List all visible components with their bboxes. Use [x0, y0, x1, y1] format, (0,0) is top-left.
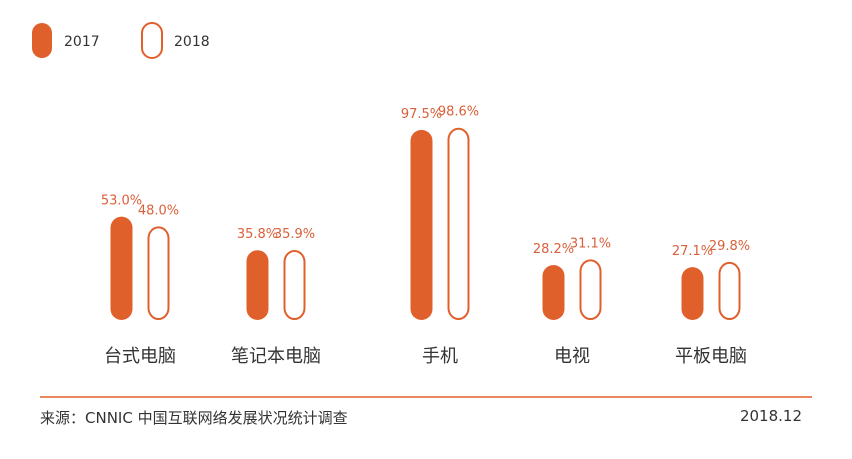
date-text: 2018.12 [739, 407, 802, 425]
bar-2017-3 [542, 265, 565, 320]
data-label-2017-2: 97.5% [401, 107, 442, 122]
bar-2017-0 [110, 216, 133, 320]
category-label-1: 笔记本电脑 [231, 346, 321, 367]
category-label-0: 台式电脑 [104, 346, 176, 367]
bar-2017-4 [681, 267, 704, 320]
category-label-2: 手机 [422, 346, 458, 367]
legend-swatch-2018 [141, 22, 163, 59]
bar-2018-0 [147, 226, 170, 320]
bar-2017-2 [410, 129, 433, 320]
data-label-2018-3: 31.1% [570, 236, 611, 251]
data-label-2018-2: 98.6% [438, 105, 479, 120]
bar-2018-4 [718, 261, 741, 321]
bar-2017-1 [246, 250, 269, 320]
legend-swatch-2017 [32, 23, 52, 58]
source-text: 来源：CNNIC 中国互联网络发展状况统计调查 [40, 409, 348, 427]
bar-2018-1 [283, 249, 306, 320]
bar-2018-3 [579, 259, 602, 321]
category-label-4: 平板电脑 [675, 346, 747, 367]
data-label-2017-1: 35.8% [237, 227, 278, 242]
bar-2018-2 [447, 127, 470, 320]
data-label-2017-3: 28.2% [533, 242, 574, 257]
data-label-2018-4: 29.8% [709, 239, 750, 254]
data-label-2017-4: 27.1% [672, 244, 713, 259]
legend-label-2017: 2017 [64, 34, 100, 50]
data-label-2018-1: 35.9% [274, 227, 315, 242]
data-label-2018-0: 48.0% [138, 203, 179, 218]
data-label-2017-0: 53.0% [101, 194, 142, 209]
category-label-3: 电视 [554, 346, 590, 367]
legend-label-2018: 2018 [174, 34, 210, 50]
